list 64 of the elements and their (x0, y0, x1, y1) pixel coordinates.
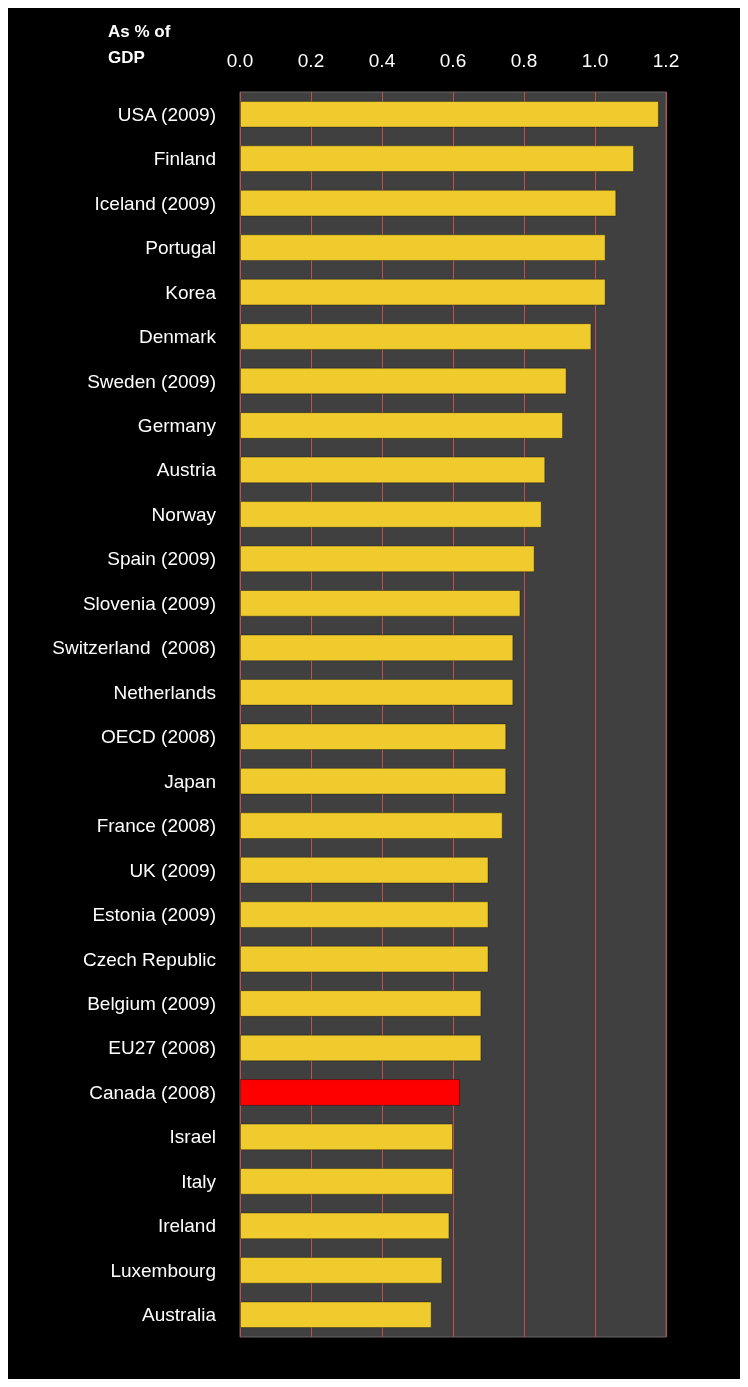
y-tick-label: Czech Republic (82, 948, 216, 970)
bar (240, 945, 489, 973)
bar (240, 412, 564, 439)
y-tick-label: Belgium (2009) (87, 993, 216, 1015)
y-tick-label: Spain (2009) (107, 548, 216, 570)
y-tick-label: Netherlands (113, 681, 216, 703)
bar (240, 590, 521, 617)
y-tick-label: Slovenia (2009) (82, 592, 216, 614)
bar (240, 501, 542, 528)
x-tick-label: 1.2 (652, 50, 680, 71)
y-tick-label: Austria (156, 459, 217, 481)
y-tick-label: Sweden (2009) (87, 370, 216, 392)
bar (240, 1212, 450, 1240)
bar (240, 1034, 482, 1062)
bar (240, 901, 489, 928)
y-tick-label: Portugal (145, 237, 216, 259)
bar (240, 367, 567, 395)
bar (240, 145, 635, 173)
y-tick-label: Canada (2008) (89, 1081, 216, 1103)
y-tick-label: Estonia (2009) (92, 904, 216, 926)
y-tick-label: Italy (181, 1170, 217, 1192)
bar (240, 856, 489, 884)
y-tick-label: USA (2009) (117, 103, 216, 125)
y-tick-label: Iceland (2009) (94, 192, 216, 214)
y-tick-label: OECD (2008) (100, 726, 216, 748)
y-tick-label: UK (2009) (129, 859, 216, 881)
bar (240, 1256, 443, 1284)
bar (240, 100, 659, 128)
bar (240, 278, 606, 306)
y-tick-label: Luxembourg (110, 1259, 216, 1281)
y-tick-label: Switzerland (2008) (52, 637, 216, 659)
x-tick-label: 1.0 (581, 50, 609, 71)
y-tick-label: Korea (165, 281, 217, 303)
y-tick-label: Japan (164, 770, 216, 792)
y-tick-label: Australia (142, 1304, 217, 1326)
bar (240, 234, 606, 261)
y-tick-label: Denmark (138, 326, 217, 348)
y-tick-label: Germany (137, 414, 217, 436)
y-tick-label: Finland (153, 148, 216, 170)
y-tick-label: Norway (151, 503, 217, 525)
bar (240, 1123, 453, 1151)
bar (240, 1168, 453, 1195)
bar (240, 545, 535, 573)
x-tick-label: 0.2 (297, 50, 325, 71)
bar (240, 812, 503, 839)
bar (240, 1301, 432, 1329)
y-tick-label: Ireland (157, 1215, 216, 1237)
bar (240, 323, 592, 350)
x-tick-label: 0.6 (439, 50, 467, 71)
bar (240, 456, 546, 484)
bar (240, 678, 514, 706)
y-tick-label: France (2008) (96, 815, 216, 837)
x-axis-title: As % of GDP (108, 21, 176, 67)
x-tick-label: 0.8 (510, 50, 538, 71)
bar (240, 189, 617, 217)
bar (240, 767, 507, 795)
x-tick-label: 0.4 (368, 50, 396, 71)
y-tick-label: Israel (169, 1126, 216, 1148)
bar (240, 723, 507, 751)
bar (240, 990, 482, 1017)
bar (240, 1079, 461, 1106)
y-tick-label: EU27 (2008) (108, 1037, 216, 1059)
bar (240, 634, 514, 662)
x-tick-label: 0.0 (226, 50, 254, 71)
